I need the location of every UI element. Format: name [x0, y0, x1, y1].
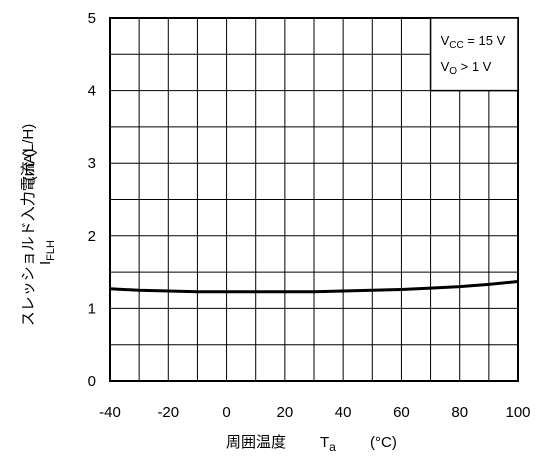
x-tick-label-2: 0: [222, 404, 230, 421]
x-tick-label-0: -40: [99, 404, 121, 421]
condition-vo: VO > 1 V: [441, 59, 492, 77]
y-axis-unit-text: (mA): [21, 149, 38, 182]
x-tick-label-5: 60: [393, 404, 410, 421]
tick-labels: -40 -20 0 20 40 60 80 100 0 1 2 3 4 5: [88, 10, 531, 421]
condition-0-prefix: V: [441, 33, 450, 48]
y-axis-symbol: IFLH: [37, 240, 57, 265]
y-axis-symbol-text: IFLH: [37, 240, 57, 265]
y-axis-symbol-main: I: [37, 261, 54, 265]
series-group: [109, 280, 519, 294]
series-line-0: [109, 280, 519, 294]
legend-box: VCC = 15 V VO > 1 V: [429, 17, 519, 92]
y-axis-symbol-sub: FLH: [45, 240, 57, 261]
y-tick-label-4: 4: [88, 83, 96, 100]
x-axis-symbol-main: T: [320, 434, 329, 451]
y-tick-label-3: 3: [88, 155, 96, 172]
y-tick-label-2: 2: [88, 228, 96, 245]
x-tick-label-3: 20: [277, 404, 294, 421]
condition-1-value: > 1 V: [457, 59, 492, 74]
plot-border: [109, 17, 519, 382]
x-axis-symbol: Ta: [320, 434, 336, 454]
x-tick-label-6: 80: [451, 404, 468, 421]
plot-frame: [109, 17, 519, 382]
condition-1-prefix: V: [441, 59, 450, 74]
condition-vcc: VCC = 15 V: [441, 33, 506, 51]
condition-0-value: = 15 V: [464, 33, 506, 48]
condition-0-sub: CC: [449, 40, 463, 51]
y-axis-title-line1: スレッショルド入力電流 (L/H): [20, 124, 37, 327]
y-tick-label-0: 0: [88, 373, 96, 390]
condition-1-sub: O: [449, 66, 457, 77]
x-axis-symbol-sub: a: [329, 440, 336, 454]
x-tick-label-7: 100: [505, 404, 530, 421]
x-axis-title-text: 周囲温度: [226, 434, 286, 451]
y-axis-unit: (mA): [21, 149, 38, 182]
x-axis-unit: (°C): [370, 434, 397, 451]
x-tick-label-1: -20: [157, 404, 179, 421]
y-axis-title: スレッショルド入力電流 (L/H): [20, 124, 37, 327]
x-tick-label-4: 40: [335, 404, 352, 421]
y-tick-label-1: 1: [88, 300, 96, 317]
x-axis-title: 周囲温度: [226, 434, 286, 451]
y-tick-label-5: 5: [88, 10, 96, 27]
legend-border: [429, 17, 519, 92]
